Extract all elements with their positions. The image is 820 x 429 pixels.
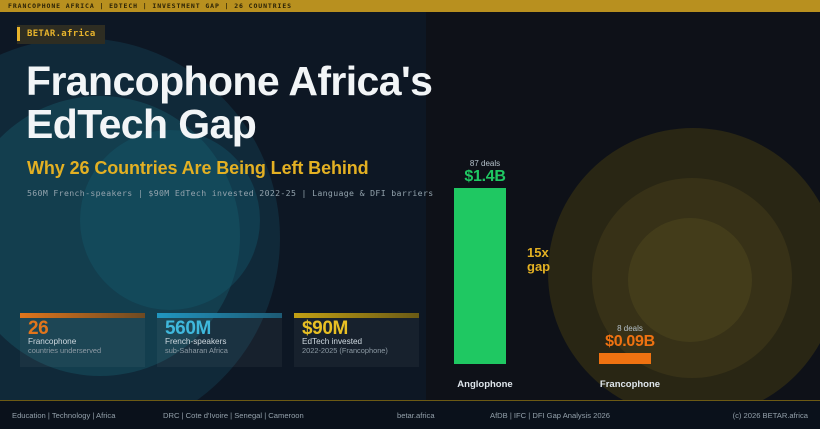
stat-card: 560M French-speakers sub-Saharan Africa [157,313,282,367]
page-meta-line: 560M French-speakers | $90M EdTech inves… [27,188,434,198]
bar-value-label: $1.4B [464,168,506,185]
top-tag-bar: FRANCOPHONE AFRICA | EDTECH | INVESTMENT… [0,0,820,12]
decorative-circle-teal-inner [80,130,260,310]
footer-brand: betar.africa [397,410,435,420]
page-subtitle: Why 26 Countries Are Being Left Behind [27,158,369,178]
bar-deal-count-label: 87 deals [469,159,501,168]
stat-card-value: $90M [302,318,348,339]
stat-card-group: 26 Francophone countries underserved 560… [20,313,419,367]
page-title-line-2: EdTech Gap [26,101,257,148]
stat-card-label: French-speakers [165,337,227,347]
top-tag-bar-text: FRANCOPHONE AFRICA | EDTECH | INVESTMENT… [8,2,292,10]
brand-badge-accent-bar [17,27,20,41]
bar-value-label: $0.09B [605,333,655,350]
bar-deal-count-label: 8 deals [617,324,643,333]
stat-card-sublabel: 2022-2025 (Francophone) [302,346,388,356]
bar-category-label: Francophone [599,379,661,390]
bar-category-label: Anglophone [457,379,513,390]
stat-card-sublabel: sub-Saharan Africa [165,346,228,356]
brand-badge: BETAR.africa [17,25,105,44]
stat-card-value: 26 [28,318,49,339]
stat-card-accent-rule [157,313,282,318]
footer-copyright: (c) 2026 BETAR.africa [732,410,808,420]
bar-chart: 87 deals $1.4B Anglophone 8 deals $0.09B… [420,140,710,390]
footer-countries: DRC | Cote d'Ivoire | Senegal | Cameroon [163,410,304,420]
page-title: Francophone Africa's EdTech Gap [26,58,433,148]
stat-card-value: 560M [165,318,211,339]
footer-sources: AfDB | IFC | DFI Gap Analysis 2026 [490,410,611,420]
stat-card: $90M EdTech invested 2022-2025 (Francoph… [294,313,419,367]
gap-annotation: 15x gap [527,244,551,275]
gap-annotation-multiplier: 15x [527,244,549,260]
footer-bar: Education | Technology | Africa DRC | Co… [0,400,820,429]
stat-card: 26 Francophone countries underserved [20,313,145,367]
stat-card-sublabel: countries underserved [28,346,102,356]
page-title-line-1: Francophone Africa's [26,58,433,104]
bar-francophone [599,353,651,364]
footer-topics: Education | Technology | Africa [12,410,116,420]
stat-card-label: Francophone [28,337,77,347]
stat-card-accent-rule [294,313,419,318]
decorative-circle-olive-inner [628,218,752,342]
bar-anglophone [454,188,506,364]
brand-badge-label: BETAR.africa [27,29,96,39]
stat-card-label: EdTech invested [302,337,363,347]
stat-card-accent-rule [20,313,145,318]
gap-annotation-word: gap [527,259,551,275]
decorative-circle-teal-mid [0,96,240,376]
